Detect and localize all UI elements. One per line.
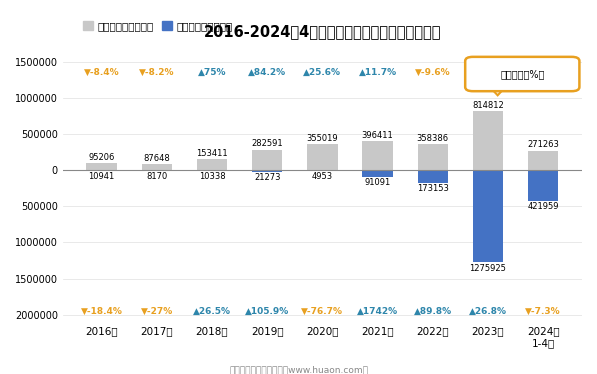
Text: ▲1742%: ▲1742% bbox=[357, 307, 398, 316]
Polygon shape bbox=[490, 87, 506, 95]
Text: 421959: 421959 bbox=[528, 202, 559, 211]
Bar bbox=[252, 150, 282, 170]
Text: ▲26.8%: ▲26.8% bbox=[469, 307, 507, 316]
Text: ▼-8.2%: ▼-8.2% bbox=[139, 68, 174, 77]
Text: ▲84.2%: ▲84.2% bbox=[248, 68, 287, 77]
Text: 1275925: 1275925 bbox=[470, 264, 506, 273]
Text: ▼-7.3%: ▼-7.3% bbox=[525, 307, 561, 316]
Bar bbox=[87, 163, 117, 170]
Text: ▼-76.7%: ▼-76.7% bbox=[301, 307, 343, 316]
Text: ▲11.7%: ▲11.7% bbox=[359, 68, 396, 77]
Text: 396411: 396411 bbox=[362, 131, 393, 140]
Text: ▲105.9%: ▲105.9% bbox=[245, 307, 290, 316]
Title: 2016-2024年4月厦门象屿综合保税区进、出口额: 2016-2024年4月厦门象屿综合保税区进、出口额 bbox=[204, 24, 441, 39]
Bar bbox=[418, 170, 448, 183]
Text: 358386: 358386 bbox=[417, 134, 449, 143]
Text: ▼-8.4%: ▼-8.4% bbox=[84, 68, 119, 77]
Text: ▼-18.4%: ▼-18.4% bbox=[81, 307, 122, 316]
Text: 87648: 87648 bbox=[143, 153, 170, 163]
Text: 814812: 814812 bbox=[472, 101, 504, 110]
Text: 8170: 8170 bbox=[146, 172, 168, 181]
Text: 同比增速（%）: 同比增速（%） bbox=[500, 69, 544, 79]
Text: 10338: 10338 bbox=[199, 172, 225, 181]
Text: ▼-13.1%: ▼-13.1% bbox=[467, 68, 509, 77]
Text: ▲25.6%: ▲25.6% bbox=[303, 68, 341, 77]
Text: 4953: 4953 bbox=[312, 172, 333, 181]
Bar bbox=[252, 170, 282, 172]
Text: 制图：华经产业研究院（www.huaon.com）: 制图：华经产业研究院（www.huaon.com） bbox=[229, 365, 368, 374]
Bar bbox=[141, 164, 172, 170]
Text: 153411: 153411 bbox=[196, 149, 228, 158]
Text: 95206: 95206 bbox=[88, 153, 115, 162]
Bar bbox=[197, 159, 227, 170]
Bar bbox=[87, 170, 117, 171]
Text: ▲75%: ▲75% bbox=[198, 68, 226, 77]
Text: 91091: 91091 bbox=[365, 178, 391, 187]
Text: ▲26.5%: ▲26.5% bbox=[193, 307, 231, 316]
Text: 173153: 173153 bbox=[417, 184, 449, 193]
Bar bbox=[528, 151, 558, 170]
Text: ▼-27%: ▼-27% bbox=[141, 307, 173, 316]
Bar bbox=[528, 170, 558, 201]
Text: 10941: 10941 bbox=[88, 172, 115, 181]
Text: ▲89.8%: ▲89.8% bbox=[414, 307, 452, 316]
Text: 355019: 355019 bbox=[307, 134, 338, 143]
Bar bbox=[362, 170, 393, 177]
Text: 282591: 282591 bbox=[251, 140, 283, 148]
Bar bbox=[197, 170, 227, 171]
Bar bbox=[307, 144, 338, 170]
Bar bbox=[473, 111, 503, 170]
Bar bbox=[141, 170, 172, 171]
Text: 21273: 21273 bbox=[254, 173, 281, 182]
Text: ▼-10.3%: ▼-10.3% bbox=[522, 68, 564, 77]
Legend: 出口总额（万美元）, 进口总额（万美元）: 出口总额（万美元）, 进口总额（万美元） bbox=[78, 17, 237, 35]
Text: ▼-9.6%: ▼-9.6% bbox=[415, 68, 451, 77]
Text: 271263: 271263 bbox=[527, 140, 559, 149]
Bar bbox=[418, 144, 448, 170]
Bar bbox=[473, 170, 503, 263]
FancyBboxPatch shape bbox=[465, 57, 580, 91]
Bar bbox=[362, 141, 393, 170]
